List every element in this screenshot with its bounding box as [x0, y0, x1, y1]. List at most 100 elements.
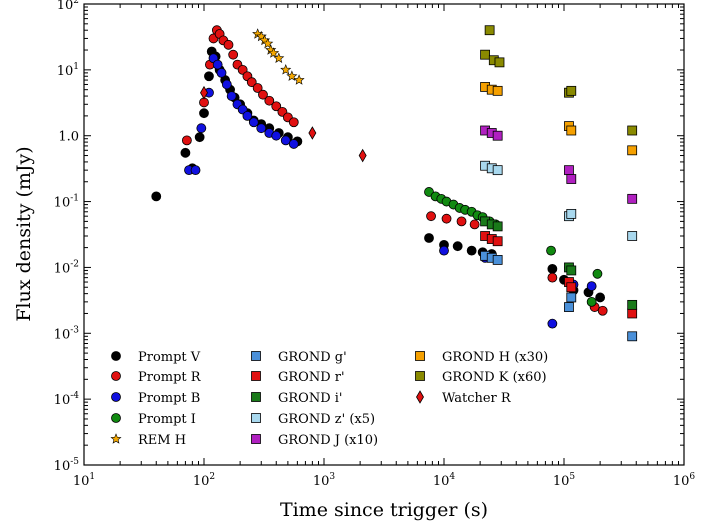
data-point	[199, 108, 209, 119]
data-point	[439, 245, 449, 256]
data-point	[288, 117, 299, 128]
data-point	[190, 165, 201, 176]
data-point	[564, 165, 574, 176]
data-point	[566, 125, 577, 136]
data-point	[492, 255, 503, 265]
data-point	[492, 221, 503, 232]
y-tick-label: 1.0	[58, 130, 79, 145]
data-point	[262, 37, 274, 49]
data-point	[212, 59, 223, 70]
series-grond-h-x30	[480, 82, 638, 156]
legend-label: Prompt V	[138, 350, 201, 365]
legend-marker	[110, 433, 122, 444]
data-point	[180, 147, 191, 158]
y-axis-label: Flux density (mJy)	[13, 146, 35, 321]
series-prompt-v	[151, 46, 606, 303]
data-point	[484, 25, 495, 36]
data-point	[592, 268, 603, 279]
data-point	[242, 110, 253, 121]
data-point	[246, 77, 257, 88]
series-grond-g	[480, 250, 638, 342]
y-tick-label: 10-4	[54, 391, 80, 408]
data-point	[228, 49, 239, 60]
data-point	[564, 302, 574, 312]
data-point	[492, 85, 503, 96]
legend-marker	[251, 434, 261, 444]
data-point	[358, 148, 367, 163]
legend-label: GROND H (x30)	[442, 350, 548, 365]
data-point	[466, 245, 477, 256]
x-tick-label: 102	[193, 472, 215, 489]
legend-label: GROND g'	[278, 350, 347, 365]
data-point	[223, 39, 234, 50]
x-tick-label: 101	[73, 472, 95, 489]
data-point	[280, 135, 291, 146]
data-point	[492, 165, 503, 176]
data-point	[226, 91, 237, 101]
legend-label: GROND J (x10)	[278, 433, 378, 448]
legend-marker	[111, 392, 121, 402]
series-grond-z-x5	[480, 160, 638, 241]
legend-label: Prompt R	[138, 370, 202, 385]
legend-marker	[111, 371, 121, 381]
legend-marker	[251, 413, 261, 423]
series-grond-r	[480, 231, 638, 319]
x-tick-label: 104	[433, 472, 456, 489]
data-point	[288, 139, 299, 149]
legend-marker	[415, 371, 425, 381]
data-point	[264, 95, 275, 106]
data-point	[492, 130, 503, 141]
data-point	[566, 208, 577, 219]
plot-area	[151, 25, 638, 342]
y-tick-label: 10-5	[54, 457, 80, 474]
legend-label: GROND z' (x5)	[278, 412, 375, 427]
data-point	[627, 299, 638, 310]
data-point	[441, 213, 452, 224]
y-tick-label: 10-2	[54, 259, 79, 276]
data-point	[597, 305, 608, 316]
data-point	[204, 71, 214, 82]
legend-marker	[111, 351, 121, 361]
legend-label: Prompt I	[138, 412, 196, 427]
data-point	[627, 308, 638, 319]
data-point	[424, 233, 434, 243]
data-point	[256, 123, 267, 134]
legend: Prompt V Prompt R Prompt B Prompt I REM H GRO…	[110, 350, 548, 448]
data-point	[221, 79, 232, 90]
series-rem-h	[252, 28, 305, 85]
data-point	[586, 281, 597, 292]
legend-label: GROND K (x60)	[442, 370, 547, 385]
legend-label: GROND r'	[278, 370, 345, 385]
legend-label: GROND i'	[278, 391, 343, 406]
data-point	[456, 216, 467, 227]
data-point	[566, 174, 577, 184]
legend-marker	[251, 392, 261, 402]
data-point	[566, 265, 577, 276]
data-point	[252, 83, 263, 93]
data-point	[547, 272, 558, 283]
legend-marker	[416, 390, 424, 404]
data-point	[271, 101, 282, 112]
x-tick-label: 105	[553, 472, 576, 489]
series-grond-k-x60	[480, 25, 638, 136]
x-axis-label: Time since trigger (s)	[280, 499, 488, 521]
y-tick-label: 10-1	[54, 194, 79, 211]
legend-marker	[111, 413, 121, 423]
legend-label: REM H	[138, 433, 186, 448]
legend-label: Watcher R	[442, 391, 512, 406]
data-point	[480, 49, 490, 60]
data-point	[547, 263, 558, 274]
data-point	[627, 331, 638, 342]
y-tick-label: 101	[57, 62, 79, 79]
data-point	[286, 70, 298, 81]
data-point	[426, 211, 436, 222]
x-tick-label: 106	[673, 472, 696, 489]
data-point	[627, 231, 638, 241]
series-grond-i	[480, 216, 638, 310]
data-point	[492, 236, 503, 247]
data-point	[452, 241, 463, 252]
data-point	[196, 123, 207, 134]
data-point	[151, 191, 162, 202]
data-point	[216, 67, 227, 78]
